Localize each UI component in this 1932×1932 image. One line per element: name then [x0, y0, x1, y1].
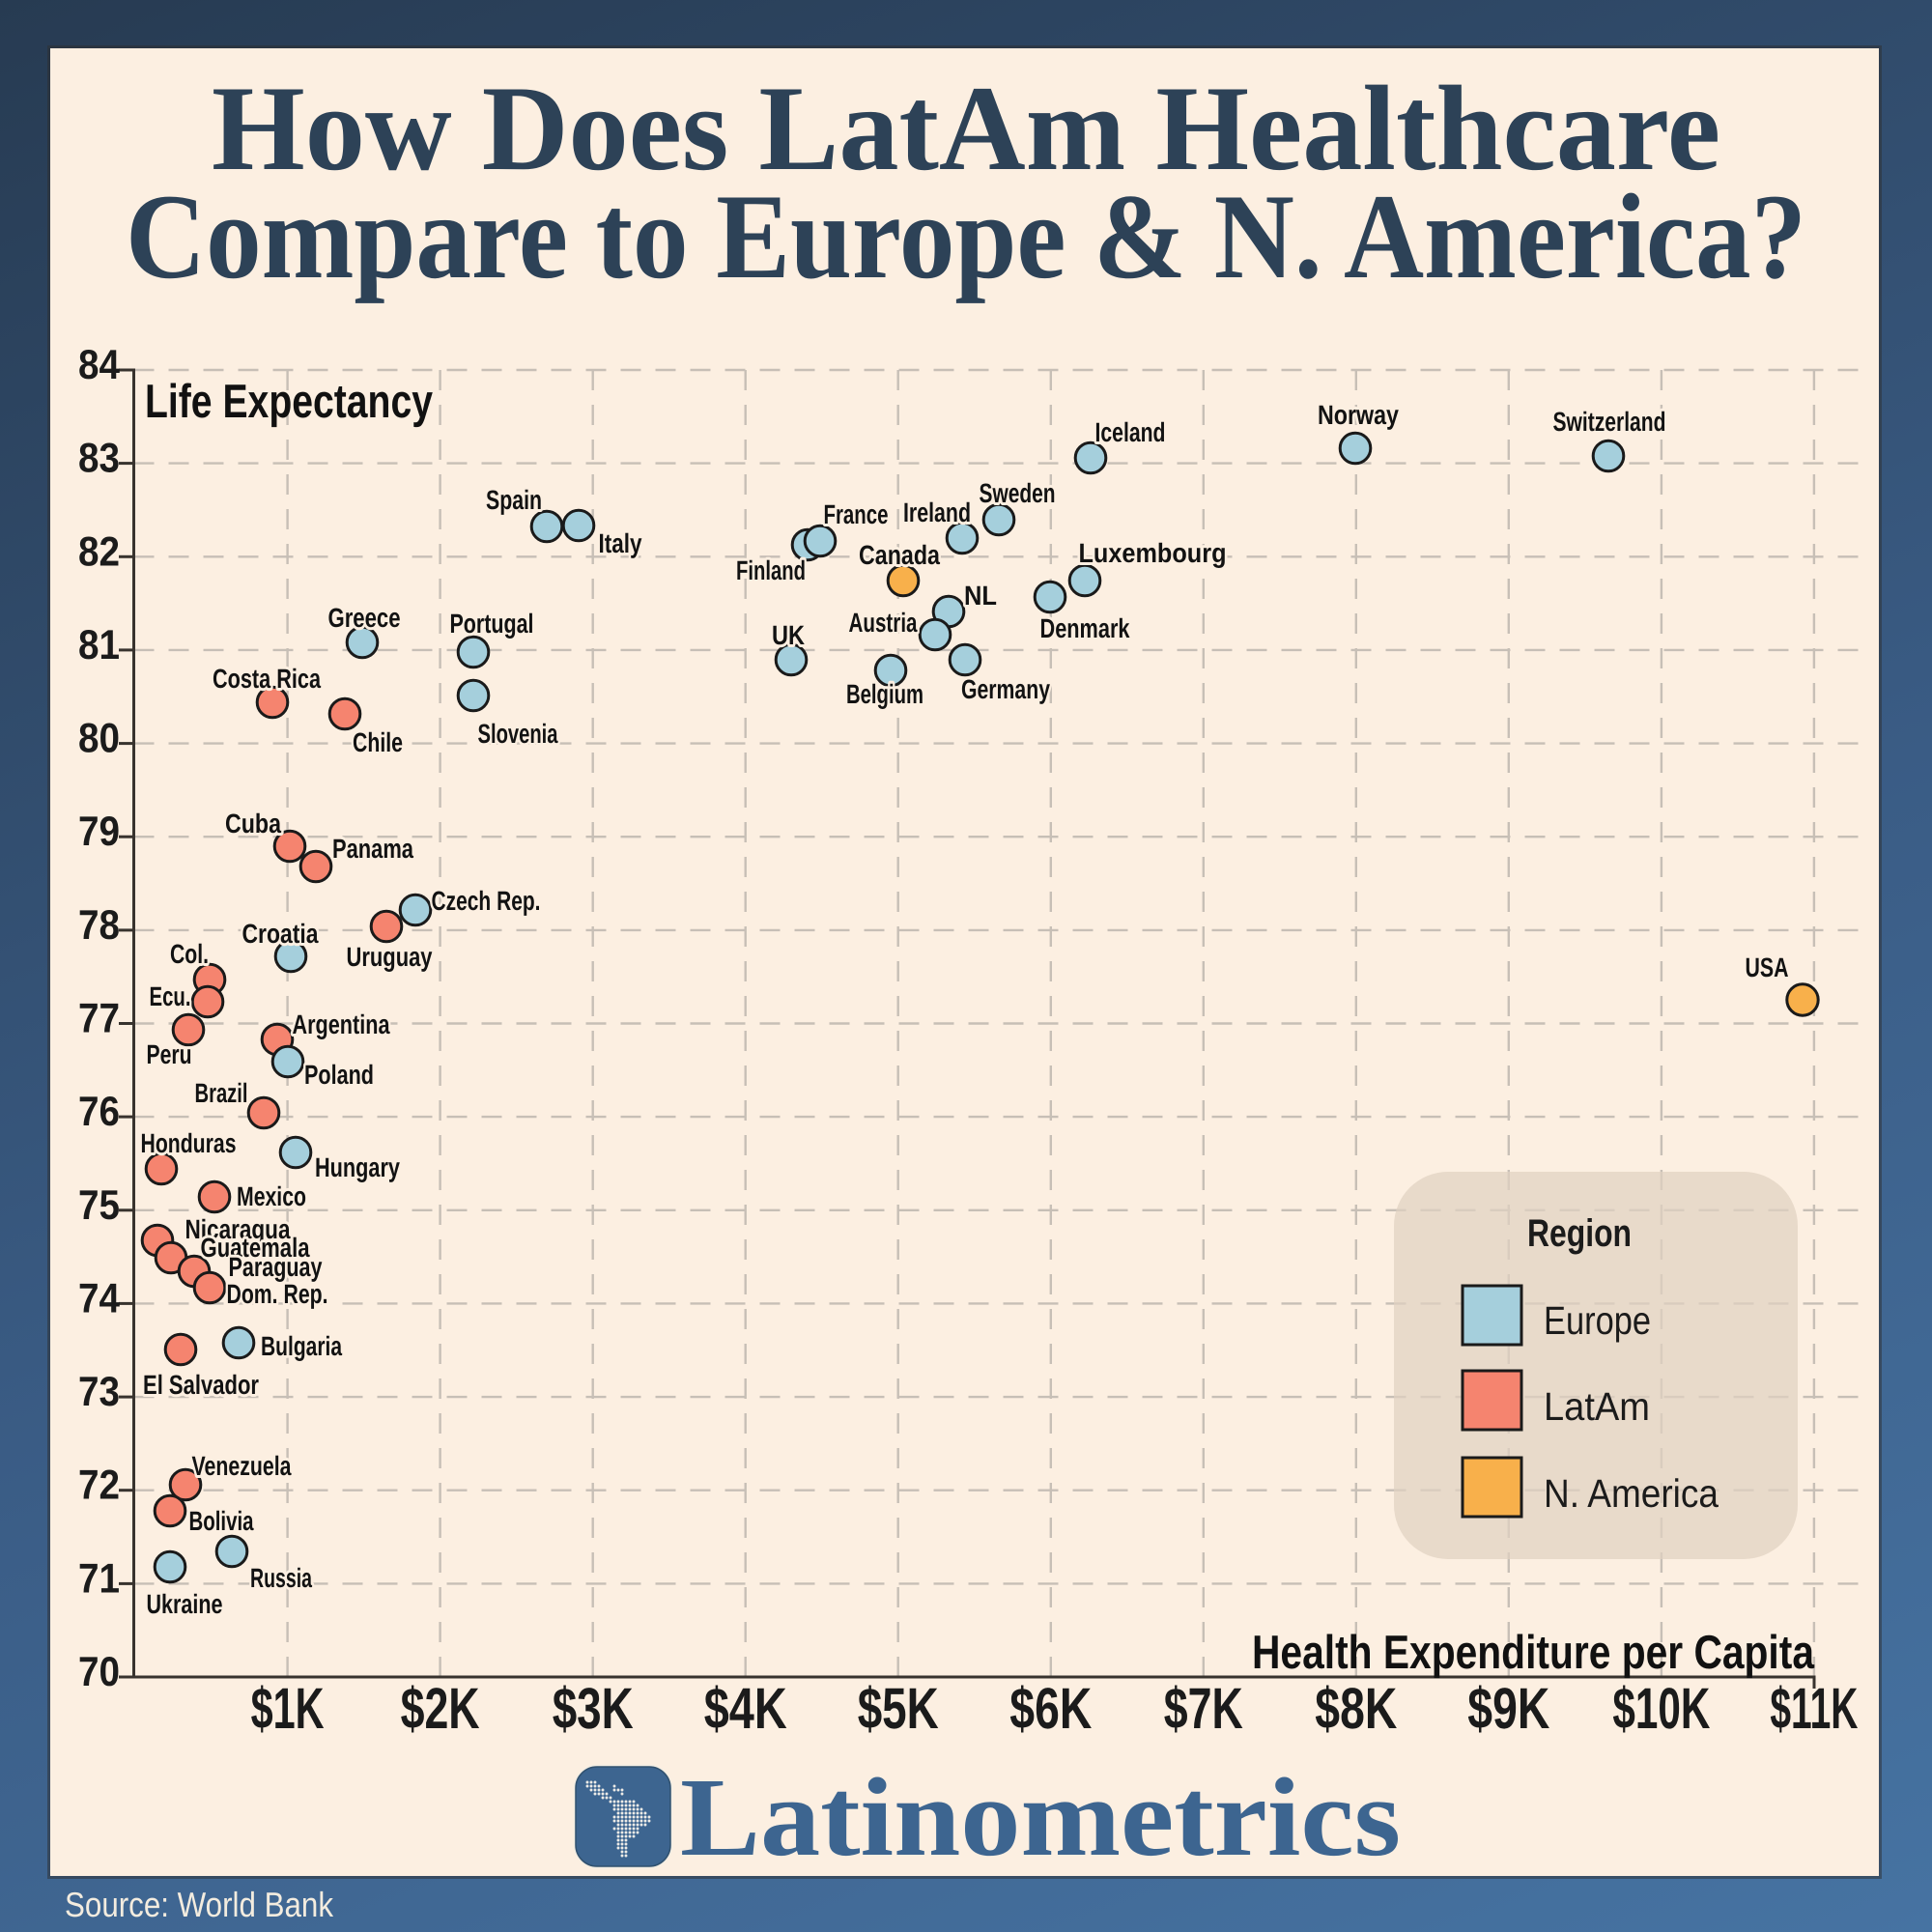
svg-text:76: 76: [78, 1089, 120, 1135]
svg-text:$3K: $3K: [553, 1676, 634, 1741]
svg-text:Czech Rep.: Czech Rep.: [432, 886, 541, 916]
svg-text:Europe: Europe: [1544, 1298, 1651, 1343]
svg-text:$8K: $8K: [1315, 1676, 1397, 1741]
svg-text:Life Expectancy: Life Expectancy: [145, 376, 433, 428]
svg-text:Health Expenditure per Capita: Health Expenditure per Capita: [1252, 1627, 1815, 1679]
svg-text:Dom. Rep.: Dom. Rep.: [227, 1279, 328, 1309]
svg-text:Austria: Austria: [849, 608, 918, 638]
svg-text:$11K: $11K: [1770, 1676, 1858, 1741]
svg-text:77: 77: [78, 996, 120, 1042]
svg-text:Mexico: Mexico: [237, 1181, 306, 1211]
svg-text:Ecu.: Ecu.: [150, 981, 191, 1011]
svg-text:Costa Rica: Costa Rica: [213, 664, 321, 694]
svg-text:Uruguay: Uruguay: [347, 942, 433, 972]
svg-text:Bolivia: Bolivia: [189, 1506, 254, 1536]
svg-text:Iceland: Iceland: [1095, 417, 1166, 447]
svg-text:UK: UK: [772, 620, 805, 650]
svg-text:Ukraine: Ukraine: [147, 1589, 223, 1619]
svg-text:LatAm: LatAm: [1544, 1384, 1650, 1429]
svg-text:Switzerland: Switzerland: [1553, 407, 1666, 437]
svg-text:73: 73: [78, 1369, 120, 1415]
svg-text:Greece: Greece: [328, 603, 401, 633]
svg-text:USA: USA: [1746, 952, 1789, 982]
svg-text:$7K: $7K: [1164, 1676, 1243, 1741]
svg-text:82: 82: [78, 528, 120, 575]
svg-text:Brazil: Brazil: [195, 1078, 248, 1108]
svg-text:Croatia: Croatia: [242, 919, 319, 949]
svg-text:Compare to Europe & N. America: Compare to Europe & N. America?: [126, 170, 1806, 304]
svg-text:NL: NL: [964, 581, 997, 611]
svg-text:Finland: Finland: [736, 555, 806, 585]
svg-text:74: 74: [78, 1275, 120, 1321]
svg-text:Region: Region: [1527, 1212, 1632, 1255]
svg-text:Russia: Russia: [250, 1563, 312, 1593]
svg-text:$10K: $10K: [1612, 1676, 1710, 1741]
svg-text:$9K: $9K: [1467, 1676, 1549, 1741]
svg-text:Latinometrics: Latinometrics: [680, 1756, 1401, 1880]
svg-text:Panama: Panama: [332, 834, 413, 864]
svg-text:El Salvador: El Salvador: [143, 1370, 259, 1400]
svg-text:$6K: $6K: [1009, 1676, 1092, 1741]
svg-text:N. America: N. America: [1544, 1471, 1719, 1516]
svg-text:Venezuela: Venezuela: [192, 1451, 292, 1481]
svg-text:Sweden: Sweden: [980, 478, 1056, 508]
svg-text:Peru: Peru: [147, 1039, 192, 1069]
svg-text:75: 75: [78, 1182, 120, 1229]
svg-text:Slovenia: Slovenia: [478, 719, 558, 749]
svg-text:Portugal: Portugal: [450, 609, 534, 639]
svg-text:72: 72: [78, 1463, 120, 1509]
svg-text:81: 81: [78, 622, 120, 668]
svg-text:70: 70: [78, 1649, 120, 1695]
svg-text:Spain: Spain: [486, 485, 542, 515]
svg-text:Luxembourg: Luxembourg: [1079, 538, 1227, 568]
svg-text:Italy: Italy: [599, 528, 642, 558]
svg-text:Bulgaria: Bulgaria: [261, 1331, 342, 1361]
svg-text:Ireland: Ireland: [903, 497, 971, 527]
svg-text:$1K: $1K: [251, 1676, 325, 1741]
svg-text:79: 79: [78, 809, 120, 855]
svg-text:Source: World Bank: Source: World Bank: [65, 1885, 334, 1924]
svg-text:$2K: $2K: [401, 1676, 480, 1741]
svg-text:83: 83: [78, 436, 120, 482]
svg-text:Canada: Canada: [859, 540, 940, 570]
svg-text:80: 80: [78, 716, 120, 762]
svg-text:France: France: [824, 499, 889, 529]
svg-text:Chile: Chile: [353, 727, 403, 757]
svg-text:Germany: Germany: [961, 674, 1050, 704]
svg-text:Norway: Norway: [1318, 400, 1399, 430]
svg-text:Honduras: Honduras: [141, 1128, 237, 1158]
svg-text:$5K: $5K: [858, 1676, 939, 1741]
svg-text:Col.: Col.: [170, 939, 209, 969]
svg-text:Poland: Poland: [304, 1060, 374, 1090]
svg-text:Denmark: Denmark: [1040, 613, 1130, 643]
svg-text:84: 84: [78, 342, 120, 388]
svg-text:Paraguay: Paraguay: [229, 1252, 323, 1282]
svg-text:78: 78: [78, 902, 120, 949]
svg-text:$4K: $4K: [704, 1676, 787, 1741]
svg-text:Nicaragua: Nicaragua: [185, 1214, 291, 1244]
svg-text:Belgium: Belgium: [846, 679, 923, 709]
svg-text:Hungary: Hungary: [315, 1152, 400, 1182]
svg-text:71: 71: [78, 1555, 120, 1602]
svg-text:Guatemala: Guatemala: [201, 1233, 310, 1263]
svg-text:How Does LatAm Healthcare: How Does LatAm Healthcare: [212, 62, 1720, 196]
svg-text:Argentina: Argentina: [293, 1009, 390, 1039]
svg-text:Cuba: Cuba: [225, 809, 281, 838]
